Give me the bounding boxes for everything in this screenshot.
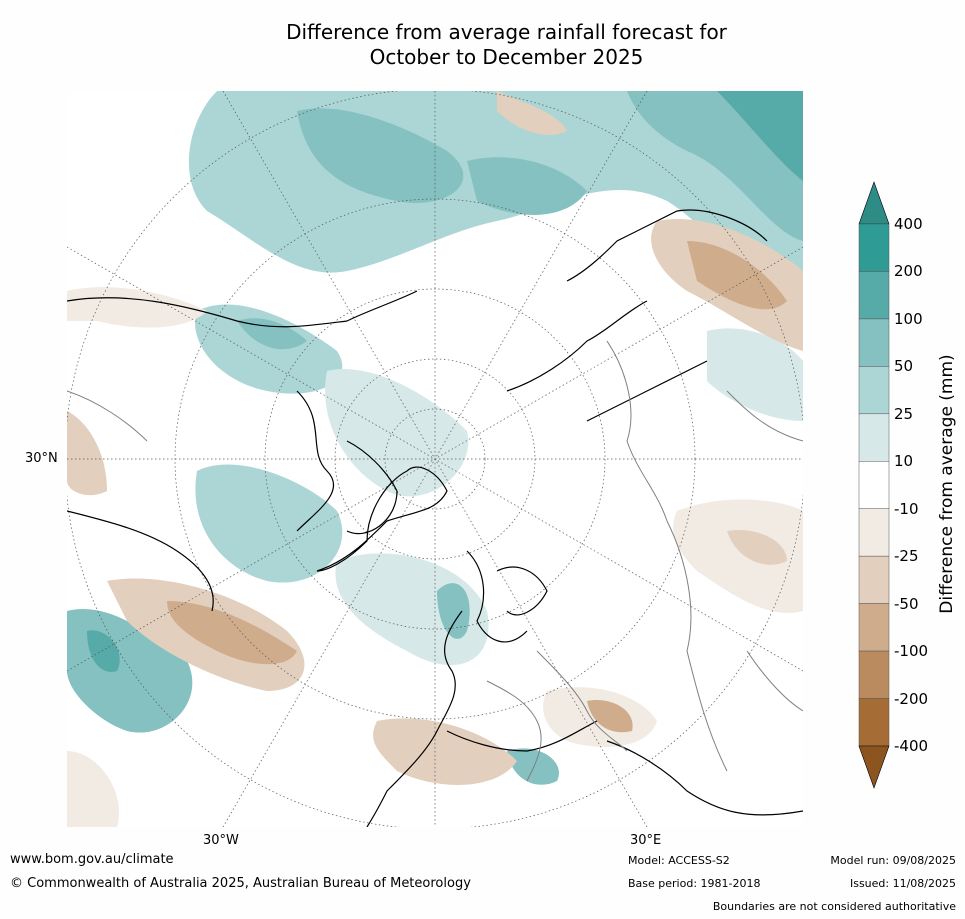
colorbar-band [858,366,890,415]
colorbar-tick-label: 50 [894,357,914,376]
colorbar-band [858,650,890,699]
title-line-1: Difference from average rainfall forecas… [286,20,727,44]
lon-label-30w: 30°W [203,833,239,848]
wet-anomaly-areas [67,91,803,785]
map-title: Difference from average rainfall forecas… [0,20,965,70]
colorbar-tick-label: 10 [894,452,914,471]
colorbar-band [858,555,890,604]
colorbar-band [858,603,890,652]
boundaries-disclaimer: Boundaries are not considered authoritat… [712,900,956,913]
colorbar-tick-label: -50 [894,594,919,613]
colorbar-extend-low [858,745,890,789]
colorbar-band [858,413,890,462]
colorbar-band [858,508,890,557]
colorbar-tick-label: -25 [894,547,919,566]
colorbar-tick-label: -200 [894,689,929,708]
graticule [67,91,803,827]
colorbar-tick-label: 400 [894,215,923,233]
coastlines [67,209,803,827]
colorbar-tick-label: -400 [894,737,929,755]
base-period: Base period: 1981-2018 [628,877,761,890]
website-link[interactable]: www.bom.gov.au/climate [10,852,174,867]
model-run-date: Model run: 09/08/2025 [830,854,956,867]
model-name: Model: ACCESS-S2 [628,854,730,867]
colorbar-tick-label: -10 [894,499,919,518]
colorbar-band [858,271,890,320]
colorbar-band [858,223,890,272]
colorbar-tick-label: -100 [894,642,929,661]
colorbar-tick-label: 25 [894,404,914,423]
lon-label-30e: 30°E [630,833,662,848]
copyright-text: © Commonwealth of Australia 2025, Austra… [10,876,471,891]
colorbar-band [858,318,890,367]
lat-label-30n: 30°N [25,451,58,466]
title-line-2: October to December 2025 [369,45,644,69]
rainfall-map [67,91,803,827]
country-borders [67,340,803,782]
colorbar-tick-label: 200 [894,262,923,281]
colorbar-band [858,698,890,747]
map-canvas [67,91,803,827]
colorbar-tick-label: 100 [894,309,923,328]
colorbar-extend-high [858,181,890,225]
colorbar-swatches [858,181,890,789]
colorbar-band [858,461,890,509]
colorbar [858,181,890,789]
issued-date: Issued: 11/08/2025 [849,877,956,890]
colorbar-title: Difference from average (mm) [937,354,957,614]
